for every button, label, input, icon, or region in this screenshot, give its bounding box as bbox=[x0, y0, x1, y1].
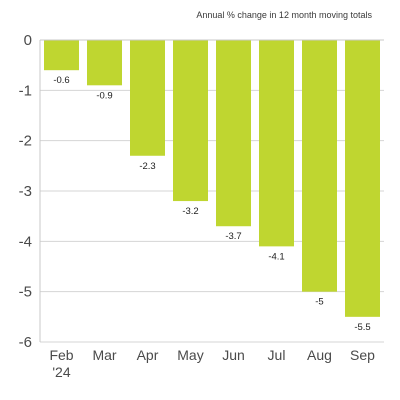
data-label-apr: -2.3 bbox=[139, 161, 155, 172]
bar-jun bbox=[216, 40, 251, 227]
y-tick-label: -3 bbox=[19, 183, 32, 200]
x-tick-label-may: May bbox=[177, 347, 203, 363]
data-label-may: -3.2 bbox=[182, 206, 198, 217]
data-label-mar: -0.9 bbox=[96, 90, 112, 101]
bar-jul bbox=[259, 40, 294, 247]
x-tick-label-jun: Jun bbox=[222, 347, 245, 363]
y-tick-label: 0 bbox=[24, 32, 32, 49]
data-label-jun: -3.7 bbox=[225, 231, 241, 242]
bar-feb bbox=[44, 40, 79, 71]
x-tick-label-aug: Aug bbox=[307, 347, 332, 363]
x-tick-label-feb: Feb bbox=[49, 347, 73, 363]
bar-mar bbox=[87, 40, 122, 86]
bar-may bbox=[173, 40, 208, 202]
bars bbox=[44, 40, 380, 317]
y-tick-label: -6 bbox=[19, 334, 32, 351]
y-tick-label: -5 bbox=[19, 284, 32, 301]
x-tick-label-mar: Mar bbox=[92, 347, 116, 363]
x-tick-label-apr: Apr bbox=[137, 347, 159, 363]
data-label-jul: -4.1 bbox=[268, 251, 284, 262]
chart-subtitle: Annual % change in 12 month moving total… bbox=[196, 10, 372, 20]
y-tick-label: -1 bbox=[19, 82, 32, 99]
axes bbox=[39, 39, 384, 342]
bar-aug bbox=[302, 40, 337, 292]
bar-sep bbox=[345, 40, 380, 317]
y-tick-label: -4 bbox=[19, 233, 32, 250]
data-label-sep: -5.5 bbox=[354, 322, 370, 333]
bar-apr bbox=[130, 40, 165, 156]
data-label-aug: -5 bbox=[315, 297, 323, 308]
x-tick-label-sep: Sep bbox=[350, 347, 375, 363]
data-label-feb: -0.6 bbox=[53, 75, 69, 86]
x-tick-label-jul: Jul bbox=[268, 347, 286, 363]
y-tick-label: -2 bbox=[19, 133, 32, 150]
labels: 0 -1 -2 -3 -4 -5 -6 -0.6 Feb'24 -0.9 Mar -2.3 Apr -3.… bbox=[19, 32, 376, 380]
x-year-label: '24 bbox=[52, 364, 70, 380]
